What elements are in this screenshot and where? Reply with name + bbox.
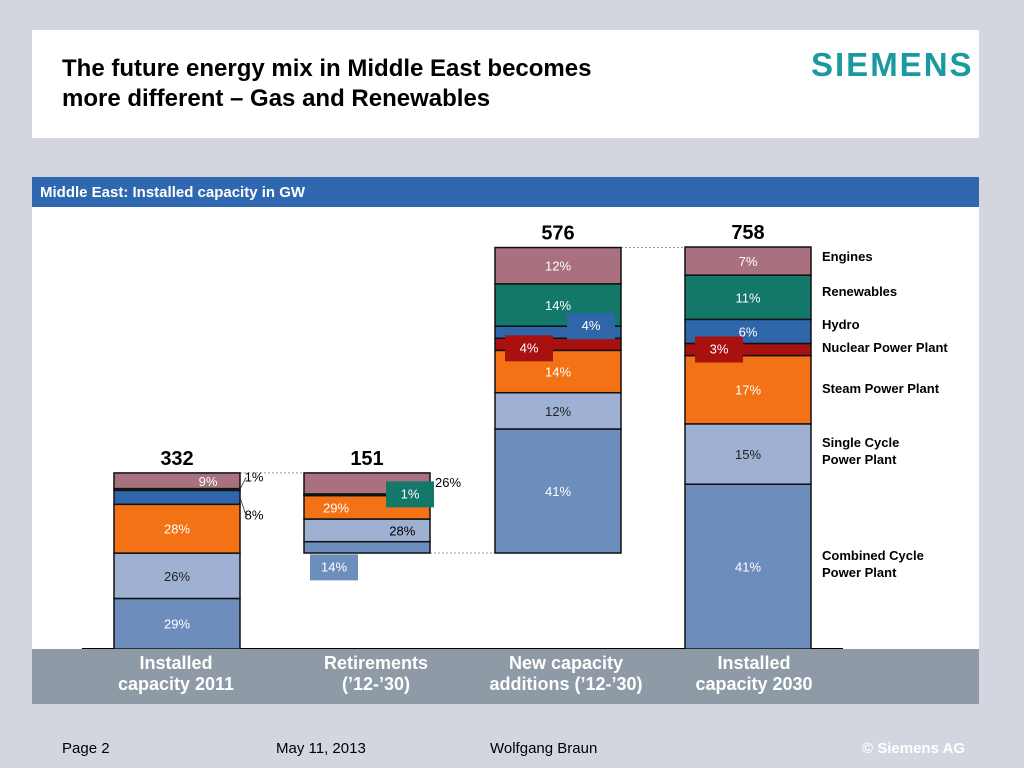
legend-engines: Engines bbox=[822, 249, 873, 264]
bar-segment-combined-cycle bbox=[303, 540, 431, 554]
bar-segment-combined-cycle bbox=[494, 428, 622, 554]
segment-value-label: 41% bbox=[735, 560, 761, 575]
panel-header: Middle East: Installed capacity in GW bbox=[32, 177, 979, 207]
category-label-new-capacity: New capacity additions (’12-’30) bbox=[489, 653, 643, 694]
page-number: Page 2 bbox=[62, 740, 110, 757]
slide-title: The future energy mix in Middle East bec… bbox=[62, 55, 592, 112]
segment-value-label: 4% bbox=[582, 318, 601, 333]
segment-value-label: 14% bbox=[545, 298, 571, 313]
category-label-installed-2030: Installed capacity 2030 bbox=[695, 653, 813, 694]
bar-segment-hydro bbox=[684, 318, 812, 345]
segment-value-label: 1% bbox=[401, 486, 420, 501]
segment-value-label: 17% bbox=[735, 383, 761, 398]
segment-value-label: 28% bbox=[164, 522, 190, 537]
legend-single-cycle: Single Cycle bbox=[822, 435, 899, 450]
leader-line bbox=[239, 497, 247, 516]
legend-renewables: Renewables bbox=[822, 284, 897, 299]
footer-date: May 11, 2013 bbox=[276, 740, 366, 757]
bar-total-label: 758 bbox=[731, 222, 764, 244]
legend-hydro: Hydro bbox=[822, 317, 860, 332]
segment-value-label: 11% bbox=[735, 290, 760, 305]
label-callout-box bbox=[386, 481, 434, 508]
segment-value-label: 12% bbox=[545, 259, 571, 274]
segment-value-label: 6% bbox=[739, 324, 758, 339]
segment-value-label-outside: 8% bbox=[245, 507, 264, 522]
category-label-retirements: Retirements (’12-’30) bbox=[323, 653, 429, 694]
label-callout-box bbox=[695, 336, 743, 363]
bar-total-label: 576 bbox=[541, 223, 574, 245]
legend-steam: Steam Power Plant bbox=[822, 381, 940, 396]
legend-single-cycle: Power Plant bbox=[822, 452, 897, 467]
footer-author: Wolfgang Braun bbox=[490, 740, 598, 757]
segment-value-label: 29% bbox=[323, 500, 349, 515]
copyright-notice: © Siemens AG bbox=[862, 740, 966, 757]
segment-value-label: 7% bbox=[739, 254, 758, 269]
label-callout-box bbox=[310, 554, 358, 581]
segment-value-label: 4% bbox=[520, 340, 539, 355]
category-label-installed-2011: Installed capacity 2011 bbox=[117, 653, 235, 694]
chart-panel: Middle East: Installed capacity in GW In… bbox=[32, 177, 979, 704]
bar-segment-engines bbox=[113, 472, 241, 490]
segment-value-label: 15% bbox=[735, 447, 761, 462]
segment-value-label: 26% bbox=[164, 569, 190, 584]
bar-segment-combined-cycle bbox=[684, 483, 812, 649]
legend-nuclear: Nuclear Power Plant bbox=[822, 340, 948, 355]
bar-segment-steam bbox=[684, 354, 812, 425]
segment-value-label: 28% bbox=[389, 523, 415, 538]
bar-segment-engines bbox=[494, 246, 622, 285]
panel-title: Middle East: Installed capacity in GW bbox=[40, 184, 306, 201]
bar-segment-combined-cycle bbox=[113, 597, 241, 649]
label-callout-box bbox=[505, 335, 553, 362]
slide-header: The future energy mix in Middle East bec… bbox=[32, 30, 979, 138]
segment-value-label: 14% bbox=[545, 365, 571, 380]
stacked-waterfall-chart: 332 151 576 758 29% 26% 28% 8% 1% 9% 14% 28% 29% 1% 26… bbox=[82, 222, 948, 649]
segment-value-label: 41% bbox=[545, 484, 571, 499]
segment-value-label: 14% bbox=[321, 559, 347, 574]
legend-combined-cycle: Combined Cycle bbox=[822, 548, 924, 563]
leader-line bbox=[239, 477, 247, 490]
bar-segment-single-cycle bbox=[113, 552, 241, 600]
segment-value-label-outside: 1% bbox=[245, 469, 264, 484]
bar-segment-single-cycle bbox=[494, 391, 622, 430]
label-callout-box bbox=[567, 313, 615, 340]
segment-value-label-outside: 26% bbox=[435, 475, 461, 490]
bar-segment-single-cycle bbox=[684, 423, 812, 485]
category-axis-band bbox=[32, 649, 979, 704]
segment-value-label: 3% bbox=[710, 342, 729, 357]
siemens-logo: SIEMENS bbox=[811, 46, 974, 83]
legend-combined-cycle: Power Plant bbox=[822, 565, 897, 580]
bar-total-label: 332 bbox=[160, 448, 193, 470]
segment-value-label: 9% bbox=[199, 474, 218, 489]
segment-value-label: 29% bbox=[164, 617, 190, 632]
bar-total-label: 151 bbox=[350, 448, 383, 470]
bar-segment-engines bbox=[684, 246, 812, 276]
bar-segment-hydro bbox=[113, 489, 241, 506]
segment-value-label: 12% bbox=[545, 404, 571, 419]
